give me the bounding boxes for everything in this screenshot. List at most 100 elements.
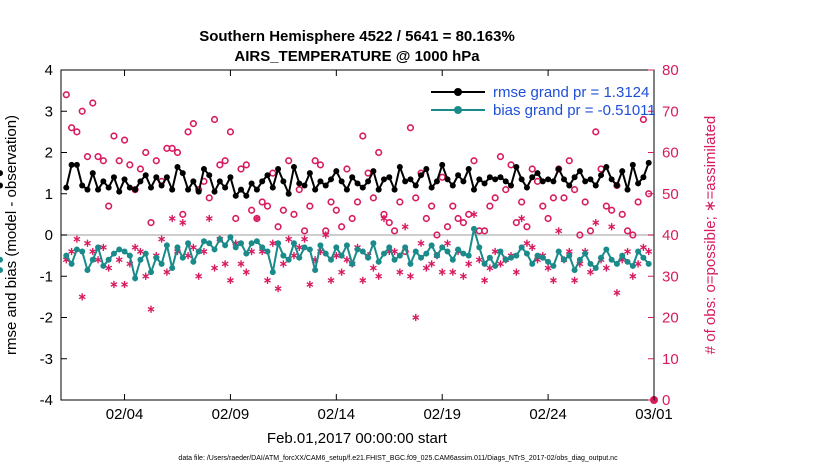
bias-point (534, 252, 541, 259)
rmse-point (402, 178, 409, 185)
rmse-point (423, 166, 430, 172)
rmse-point (290, 163, 297, 170)
obs-possible-point (502, 186, 510, 194)
obs-possible-point (279, 206, 287, 214)
obs-possible-point (528, 165, 536, 173)
obs-possible-point (295, 186, 303, 194)
obs-possible-point (507, 161, 515, 169)
y-axis-left: -4 -3 -2 -1 0 1 2 3 4 (40, 62, 67, 409)
bias-series-points (0, 225, 652, 282)
bias-point (566, 252, 573, 259)
bias-point (380, 250, 387, 257)
obs-assimilated-point (475, 256, 483, 264)
obs-possible-point (433, 231, 441, 239)
y-tick-label-right: 80 (662, 62, 679, 79)
rmse-point (222, 184, 229, 191)
rmse-point (645, 159, 652, 166)
bias-point (402, 244, 409, 251)
rmse-point (545, 176, 552, 183)
rmse-point (206, 172, 213, 179)
rmse-point (343, 186, 350, 193)
rmse-point (216, 178, 223, 185)
obs-possible-point (184, 128, 192, 136)
bias-point (513, 252, 520, 259)
rmse-point (126, 184, 133, 191)
obs-assimilated-point (338, 268, 346, 276)
obs-possible-point (491, 194, 499, 202)
obs-assimilated-point (68, 247, 76, 256)
obs-assimilated-point (544, 264, 552, 272)
obs-possible-point (634, 198, 642, 206)
obs-possible-point (576, 231, 584, 239)
rmse-point (317, 178, 324, 185)
rmse-point (269, 184, 276, 191)
rmse-point (492, 176, 499, 183)
bias-point (0, 256, 3, 263)
rmse-point (370, 168, 377, 175)
obs-possible-point (67, 124, 76, 132)
obs-assimilated-point (301, 235, 309, 243)
y-tick-label-right: 30 (662, 268, 679, 285)
rmse-point (338, 178, 345, 185)
bias-point (460, 250, 467, 257)
rmse-point (465, 166, 472, 172)
y-tick-label: -2 (40, 310, 53, 327)
rmse-point (624, 186, 631, 193)
y-tick-label-right: 60 (662, 145, 679, 162)
obs-assimilated-point (115, 256, 123, 264)
rmse-point (0, 170, 3, 177)
obs-possible-point (168, 144, 176, 152)
obs-possible-point (385, 219, 393, 227)
rmse-point (396, 163, 403, 170)
obs-possible-point (152, 157, 160, 165)
obs-assimilated-point (168, 214, 176, 223)
bias-point (232, 244, 239, 251)
obs-possible-point (348, 214, 356, 223)
obs-possible-point (428, 202, 436, 210)
rmse-point (95, 186, 102, 193)
obs-possible-point (406, 124, 415, 132)
bias-point (629, 262, 636, 269)
obs-possible-point (216, 161, 224, 169)
obs-possible-point (438, 173, 446, 181)
rmse-point (153, 174, 160, 181)
rmse-point (486, 174, 493, 181)
obs-possible-point (83, 153, 92, 161)
y-tick-label-right: 0 (662, 392, 670, 409)
x-tick-label: 02/09 (212, 406, 250, 423)
bias-point (100, 262, 107, 269)
obs-possible-point (369, 194, 377, 202)
bias-point (396, 252, 403, 259)
y-tick-label: -4 (40, 392, 53, 409)
bias-point (486, 254, 493, 261)
rmse-point (169, 186, 176, 193)
rmse-point (608, 176, 615, 183)
obs-assimilated-point (428, 260, 436, 268)
obs-assimilated-point (465, 260, 473, 268)
rmse-point (179, 170, 186, 177)
bias-point (216, 236, 223, 243)
bias-point (285, 256, 292, 263)
bias-point (290, 240, 297, 247)
rmse-point (560, 176, 567, 183)
obs-assimilated-point (248, 247, 256, 256)
obs-assimilated-point (624, 247, 631, 256)
bias-point (179, 254, 186, 261)
legend: rmse grand pr = 1.3124 bias grand pr = -… (431, 84, 656, 119)
obs-assimilated-point (184, 252, 192, 260)
rmse-point (470, 186, 477, 193)
obs-possible-point (300, 227, 309, 235)
obs-possible-point (179, 210, 187, 218)
obs-possible-point (539, 202, 547, 210)
obs-possible-point (232, 214, 240, 223)
obs-assimilated-point (523, 239, 531, 247)
bias-point (126, 252, 133, 259)
rmse-point (365, 178, 372, 185)
obs-possible-point (581, 198, 589, 206)
rmse-point (359, 184, 366, 191)
obs-assimilated-point (274, 285, 282, 293)
obs-possible-point (248, 206, 256, 214)
bias-point (338, 252, 345, 259)
rmse-point (296, 180, 303, 187)
obs-possible-point (343, 165, 351, 173)
